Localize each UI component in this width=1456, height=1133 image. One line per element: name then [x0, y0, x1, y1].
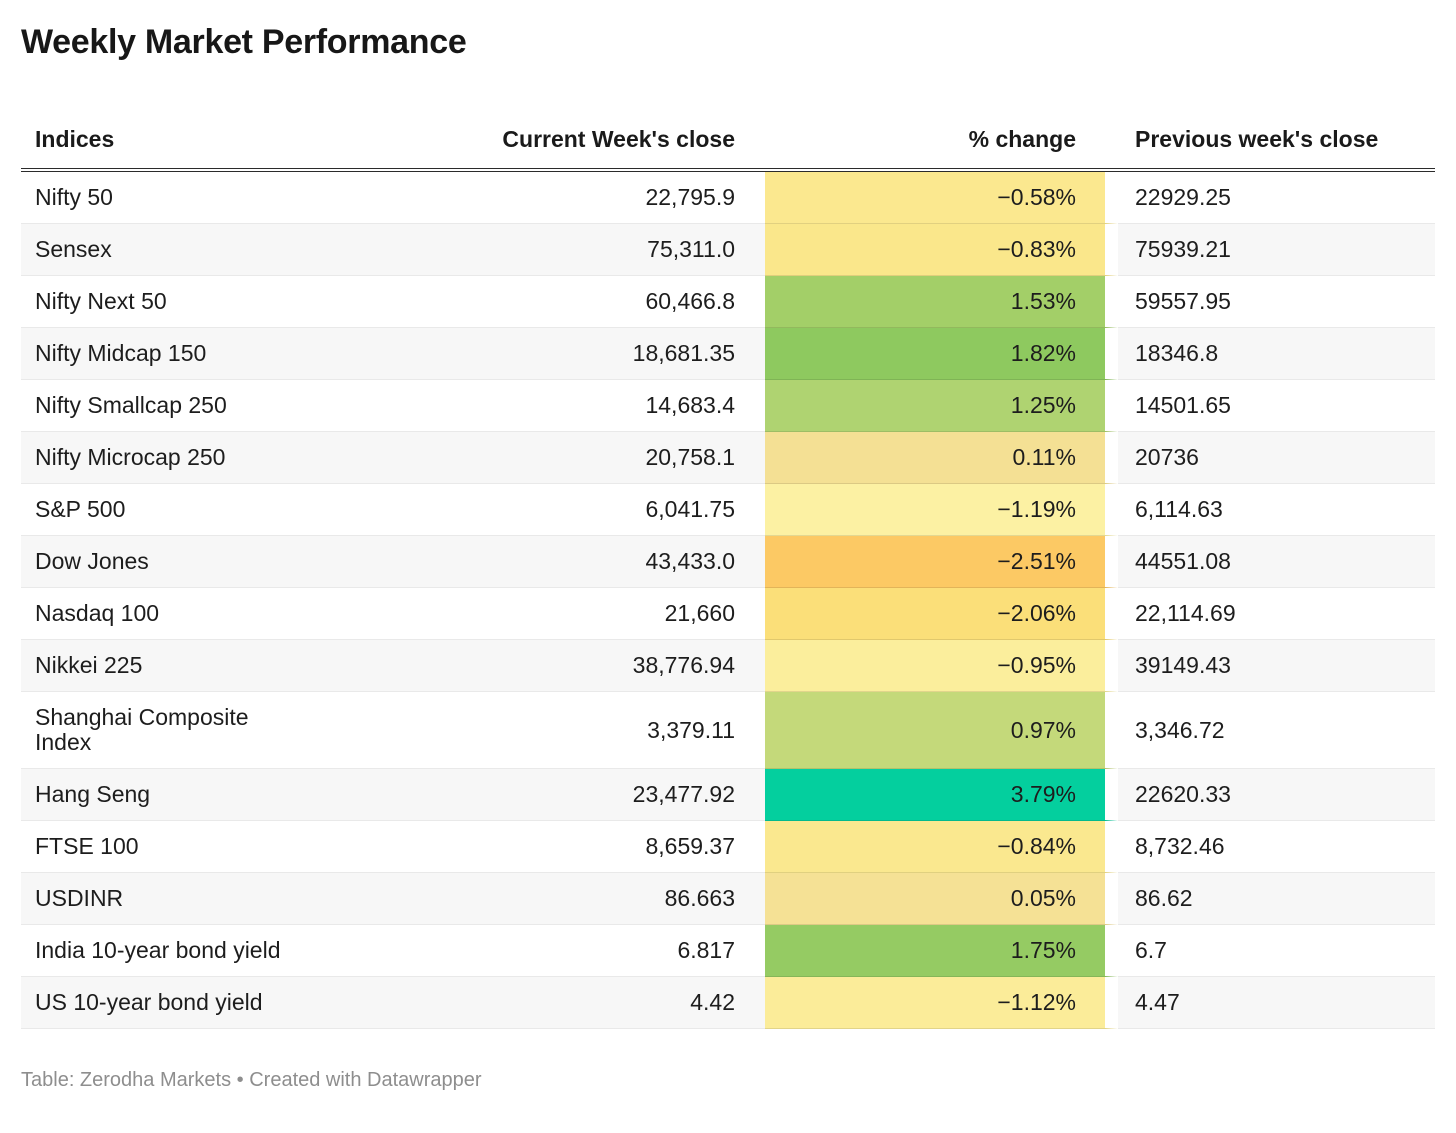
current-close-cell: 86.663 — [285, 873, 765, 925]
table-row: Shanghai Composite Index 3,379.11 0.97% 3,3… — [21, 692, 1435, 769]
current-close-cell: 23,477.92 — [285, 769, 765, 821]
index-name-cell: S&P 500 — [21, 484, 285, 536]
col-header-current-close: Current Week's close — [285, 124, 765, 172]
previous-close-cell: 59557.95 — [1118, 276, 1435, 328]
previous-close-cell: 86.62 — [1118, 873, 1435, 925]
table-row: USDINR 86.663 0.05% 86.62 — [21, 873, 1435, 925]
pct-change-cell: −2.06% — [765, 588, 1118, 640]
pct-change-cell: −0.84% — [765, 821, 1118, 873]
chart-title: Weekly Market Performance — [21, 23, 467, 61]
pct-change-cell: 1.25% — [765, 380, 1118, 432]
table-row: Dow Jones 43,433.0 −2.51% 44551.08 — [21, 536, 1435, 588]
current-close-cell: 14,683.4 — [285, 380, 765, 432]
table-row: FTSE 100 8,659.37 −0.84% 8,732.46 — [21, 821, 1435, 873]
index-name-cell: Nifty Midcap 150 — [21, 328, 285, 380]
table-row: Nifty Midcap 150 18,681.35 1.82% 18346.8 — [21, 328, 1435, 380]
pct-change-cell: 0.05% — [765, 873, 1118, 925]
pct-change-cell: 0.97% — [765, 692, 1118, 769]
pct-change-cell: 1.82% — [765, 328, 1118, 380]
current-close-cell: 38,776.94 — [285, 640, 765, 692]
col-header-previous-close: Previous week's close — [1118, 124, 1435, 172]
index-name-cell: Nasdaq 100 — [21, 588, 285, 640]
table-row: S&P 500 6,041.75 −1.19% 6,114.63 — [21, 484, 1435, 536]
table-row: Sensex 75,311.0 −0.83% 75939.21 — [21, 224, 1435, 276]
col-header-indices: Indices — [21, 124, 285, 172]
current-close-cell: 60,466.8 — [285, 276, 765, 328]
col-header-pct-change: % change — [765, 124, 1118, 172]
index-name-cell: USDINR — [21, 873, 285, 925]
index-name-cell: Nifty 50 — [21, 172, 285, 224]
pct-change-cell: 1.75% — [765, 925, 1118, 977]
previous-close-cell: 6.7 — [1118, 925, 1435, 977]
index-name-cell: Shanghai Composite Index — [21, 692, 285, 769]
table-row: Nifty Next 50 60,466.8 1.53% 59557.95 — [21, 276, 1435, 328]
current-close-cell: 6.817 — [285, 925, 765, 977]
index-name-cell: Sensex — [21, 224, 285, 276]
current-close-cell: 4.42 — [285, 977, 765, 1029]
current-close-cell: 43,433.0 — [285, 536, 765, 588]
table-row: Nifty Microcap 250 20,758.1 0.11% 20736 — [21, 432, 1435, 484]
previous-close-cell: 14501.65 — [1118, 380, 1435, 432]
previous-close-cell: 18346.8 — [1118, 328, 1435, 380]
current-close-cell: 20,758.1 — [285, 432, 765, 484]
previous-close-cell: 3,346.72 — [1118, 692, 1435, 769]
previous-close-cell: 8,732.46 — [1118, 821, 1435, 873]
index-name-cell: Nikkei 225 — [21, 640, 285, 692]
table-row: Nasdaq 100 21,660 −2.06% 22,114.69 — [21, 588, 1435, 640]
pct-change-cell: 0.11% — [765, 432, 1118, 484]
pct-change-cell: −1.12% — [765, 977, 1118, 1029]
index-name-cell: US 10-year bond yield — [21, 977, 285, 1029]
previous-close-cell: 20736 — [1118, 432, 1435, 484]
table-attribution: Table: Zerodha Markets • Created with Da… — [21, 1069, 482, 1091]
previous-close-cell: 6,114.63 — [1118, 484, 1435, 536]
table-body: Nifty 50 22,795.9 −0.58% 22929.25 Sensex 75,3… — [21, 172, 1435, 1029]
current-close-cell: 21,660 — [285, 588, 765, 640]
index-name-cell: Nifty Microcap 250 — [21, 432, 285, 484]
current-close-cell: 3,379.11 — [285, 692, 765, 769]
index-name-cell: Dow Jones — [21, 536, 285, 588]
current-close-cell: 18,681.35 — [285, 328, 765, 380]
pct-change-cell: −1.19% — [765, 484, 1118, 536]
index-name-cell: FTSE 100 — [21, 821, 285, 873]
table-row: US 10-year bond yield 4.42 −1.12% 4.47 — [21, 977, 1435, 1029]
previous-close-cell: 22929.25 — [1118, 172, 1435, 224]
table-row: India 10-year bond yield 6.817 1.75% 6.7 — [21, 925, 1435, 977]
previous-close-cell: 22,114.69 — [1118, 588, 1435, 640]
table-row: Nifty 50 22,795.9 −0.58% 22929.25 — [21, 172, 1435, 224]
previous-close-cell: 4.47 — [1118, 977, 1435, 1029]
pct-change-cell: −2.51% — [765, 536, 1118, 588]
table-row: Hang Seng 23,477.92 3.79% 22620.33 — [21, 769, 1435, 821]
table-row: Nikkei 225 38,776.94 −0.95% 39149.43 — [21, 640, 1435, 692]
previous-close-cell: 75939.21 — [1118, 224, 1435, 276]
table-header: Indices Current Week's close % change Pr… — [21, 124, 1435, 172]
previous-close-cell: 22620.33 — [1118, 769, 1435, 821]
pct-change-cell: 3.79% — [765, 769, 1118, 821]
index-name-cell: Nifty Next 50 — [21, 276, 285, 328]
table-row: Nifty Smallcap 250 14,683.4 1.25% 14501.65 — [21, 380, 1435, 432]
table-header-row: Indices Current Week's close % change Pr… — [21, 124, 1435, 172]
current-close-cell: 8,659.37 — [285, 821, 765, 873]
index-name-cell: Nifty Smallcap 250 — [21, 380, 285, 432]
current-close-cell: 22,795.9 — [285, 172, 765, 224]
index-name-cell: Hang Seng — [21, 769, 285, 821]
index-name-cell: India 10-year bond yield — [21, 925, 285, 977]
pct-change-cell: 1.53% — [765, 276, 1118, 328]
current-close-cell: 6,041.75 — [285, 484, 765, 536]
previous-close-cell: 44551.08 — [1118, 536, 1435, 588]
pct-change-cell: −0.95% — [765, 640, 1118, 692]
pct-change-cell: −0.58% — [765, 172, 1118, 224]
previous-close-cell: 39149.43 — [1118, 640, 1435, 692]
current-close-cell: 75,311.0 — [285, 224, 765, 276]
market-performance-table: Indices Current Week's close % change Pr… — [21, 124, 1435, 1029]
pct-change-cell: −0.83% — [765, 224, 1118, 276]
